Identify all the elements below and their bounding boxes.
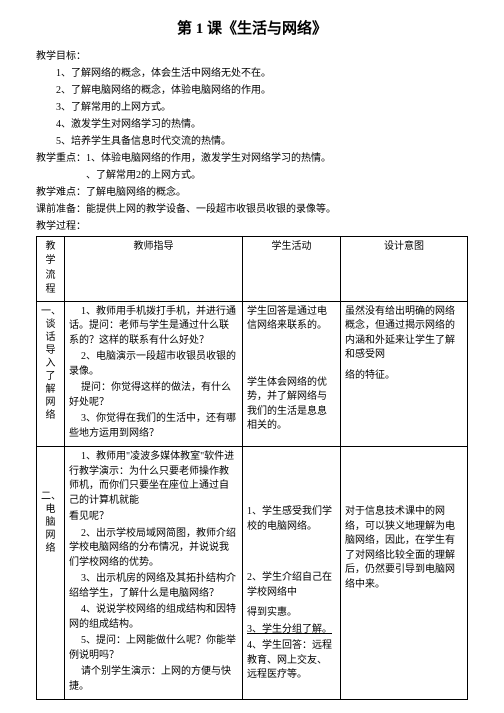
prep-label: 课前准备：	[36, 204, 86, 215]
goal-item: 1、了解网络的概念，体会生活中网络无处不在。	[36, 66, 468, 81]
teacher-para: 提问：你觉得这样的做法，有什么好处呢？	[69, 381, 238, 410]
goal-item: 4、激发学生对网络学习的热情。	[36, 117, 468, 132]
student-cell: 1、学生感受我们学校的电脑网络。 2、学生介绍自己在学校网络中 得到实惠。 3、…	[243, 447, 341, 700]
spacer	[345, 450, 463, 505]
flow-cell: 一、谈话导入 了解网络	[37, 301, 65, 447]
page-title: 第 1 课《生活与网络》	[36, 18, 468, 41]
goal-item: 5、培养学生具备信息时代交流的热情。	[36, 134, 468, 149]
spacer	[247, 536, 336, 571]
teacher-cell: 1、教师用手机拨打手机，并进行通话。提问：老师与学生是通过什么联系的？这样的联系…	[65, 301, 243, 447]
teacher-cell: 1、教师用"凌波多媒体教室"软件进行教学演示：为什么只要老师操作教师机，而你们只…	[65, 447, 243, 700]
flow-cell: 二、电脑网络	[37, 447, 65, 700]
keypoints-line: 教学重点：1、体验电脑网络的作用，激发学生对网络学习的热情。	[36, 151, 468, 166]
student-para: 4、学生回答：远程教育、网上交友、远程医疗等。	[247, 639, 336, 683]
teacher-para: 1、教师用"凌波多媒体教室"软件进行教学演示：为什么只要老师操作教师机，而你们只…	[69, 450, 238, 508]
intent-cell: 对于信息技术课中的网络，可以狭义地理解为电脑网络，因此，在学生有了对网络比较全面…	[341, 447, 468, 700]
teacher-para: 5、提问：上网能做什么呢？你能举例说明吗？	[69, 634, 238, 663]
intent-para: 络的特征。	[345, 369, 463, 384]
intent-para: 对于信息技术课中的网络，可以狭义地理解为电脑网络，因此，在学生有了对网络比较全面…	[345, 505, 463, 592]
col-header-intent: 设计意图	[341, 236, 468, 301]
goal-item: 3、了解常用的上网方式。	[36, 100, 468, 115]
goal-item: 2、了解电脑网络的概念，体验电脑网络的作用。	[36, 83, 468, 98]
teacher-para: 2、出示学校局域网简图，教师介绍学校电脑网络的分布情况，并说说我们学校网络的优势…	[69, 527, 238, 571]
keypoints-line2: 、了解常用2的上网方式。	[36, 168, 468, 183]
keypoints-label: 教学重点：	[36, 153, 86, 164]
lesson-table: 教学流程 教师指导 学生活动 设计意图 一、谈话导入 了解网络 1、教师用手机拨…	[36, 236, 468, 701]
col-header-flow: 教学流程	[37, 236, 65, 301]
teacher-para: 4、说说学校网络的组成结构和因特网的组成结构。	[69, 603, 238, 632]
spacer	[247, 450, 336, 505]
teacher-para: 请个别学生演示：上网的方便与快捷。	[69, 665, 238, 694]
col-header-student: 学生活动	[243, 236, 341, 301]
student-cell: 学生回答是通过电信网络来联系的。 学生体会网络的优势，并了解网络与我们的生活是息…	[243, 301, 341, 447]
intent-cell: 虽然没有给出明确的网络概念，但通过揭示网络的内涵和外延来让学生了解和感受网 络的…	[341, 301, 468, 447]
student-para: 学生回答是通过电信网络来联系的。	[247, 305, 336, 334]
keypoints-text: 1、体验电脑网络的作用，激发学生对网络学习的热情。	[86, 153, 331, 164]
student-para: 得到实惠。	[247, 606, 336, 621]
teacher-para: 2、电脑演示一段超市收银员收银的录像。	[69, 350, 238, 379]
table-header-row: 教学流程 教师指导 学生活动 设计意图	[37, 236, 468, 301]
student-para: 学生体会网络的优势，并了解网络与我们的生活是息息相关的。	[247, 376, 336, 434]
teacher-para: 1、教师用手机拨打手机，并进行通话。提问：老师与学生是通过什么联系的？这样的联系…	[69, 305, 238, 349]
spacer	[247, 336, 336, 376]
teacher-para: 看见呢？	[69, 510, 238, 525]
flow-text: 一、谈话导入 了解网络	[41, 305, 60, 422]
process-label: 教学过程：	[36, 219, 468, 234]
intent-para: 虽然没有给出明确的网络概念，但通过揭示网络的内涵和外延来让学生了解和感受网	[345, 305, 463, 363]
prep-line: 课前准备：能提供上网的教学设备、一段超市收银员收银的录像等。	[36, 202, 468, 217]
student-para: 3、学生分组了解。	[247, 623, 336, 638]
table-row: 一、谈话导入 了解网络 1、教师用手机拨打手机，并进行通话。提问：老师与学生是通…	[37, 301, 468, 447]
col-header-teacher: 教师指导	[65, 236, 243, 301]
prep-text: 能提供上网的教学设备、一段超市收银员收银的录像等。	[86, 204, 336, 215]
student-para: 1、学生感受我们学校的电脑网络。	[247, 505, 336, 534]
table-row: 二、电脑网络 1、教师用"凌波多媒体教室"软件进行教学演示：为什么只要老师操作教…	[37, 447, 468, 700]
goals-label: 教学目标：	[36, 49, 468, 64]
difficulty-text: 了解电脑网络的概念。	[86, 187, 186, 198]
flow-text: 二、电脑网络	[41, 450, 60, 555]
difficulty-label: 教学难点：	[36, 187, 86, 198]
teacher-para: 3、你觉得在我们的生活中，还有哪些地方运用到网络？	[69, 412, 238, 441]
student-para: 2、学生介绍自己在学校网络中	[247, 571, 336, 600]
teacher-para: 3、出示机房的网络及其拓扑结构介绍给学生，了解什么是电脑网络？	[69, 572, 238, 601]
difficulty-line: 教学难点：了解电脑网络的概念。	[36, 185, 468, 200]
